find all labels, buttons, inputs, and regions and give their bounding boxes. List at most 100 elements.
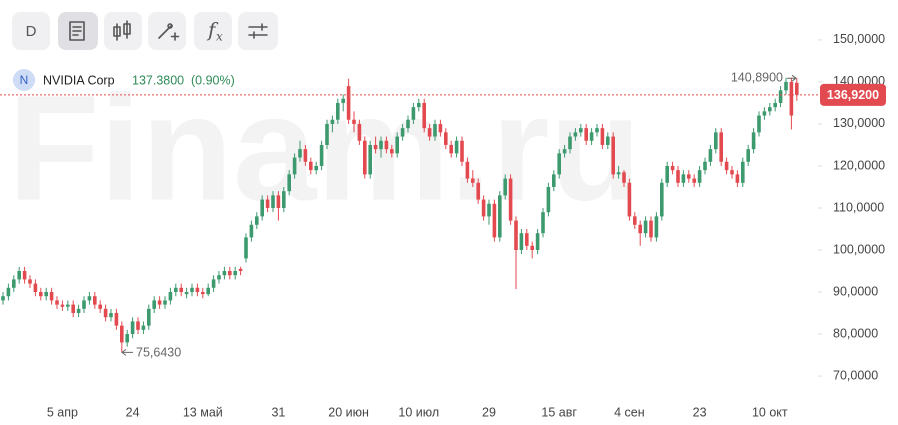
period-label: D (26, 23, 37, 40)
candle-body (152, 300, 156, 309)
candle-body (465, 161, 470, 179)
candle-body (22, 271, 27, 280)
candle-body (384, 140, 389, 150)
candle-body (503, 178, 507, 196)
instrument-name: NVIDIA Corp (43, 73, 115, 87)
last-price-label: 136,9200 (827, 88, 879, 102)
candle-body (211, 279, 216, 288)
candle-body (471, 178, 475, 183)
candles-icon (113, 20, 131, 41)
candle-body (346, 86, 351, 120)
candle-body (222, 271, 227, 276)
candle-body (595, 128, 599, 133)
chart-type-button[interactable] (104, 12, 142, 50)
legend: N NVIDIA Corp 137.3800 (0.90%) (13, 69, 235, 91)
candle-body (60, 304, 65, 307)
candle-body (795, 82, 799, 95)
candle-body (519, 233, 524, 250)
candle-body (525, 233, 529, 246)
candle-body (233, 271, 237, 276)
candle-body (784, 81, 788, 91)
candle-body (649, 220, 653, 238)
candle-body (330, 119, 335, 124)
candle-body (238, 268, 243, 272)
candle-body (541, 212, 545, 234)
candle-body (276, 195, 281, 208)
period-button[interactable] (12, 12, 50, 50)
candle-body (492, 203, 497, 238)
candle-body (314, 165, 318, 171)
candle-body (735, 174, 740, 183)
candle-body (568, 136, 572, 150)
candle-body (217, 275, 221, 280)
candle-body (373, 144, 378, 150)
candle-body (120, 325, 124, 343)
candle-body (76, 308, 81, 314)
candle-body (1, 296, 5, 301)
candle-body (352, 119, 356, 124)
x-tick-label: 24 (126, 405, 140, 419)
candle-body (778, 90, 783, 103)
x-tick-label: 20 июн (328, 405, 369, 419)
candle-body (697, 170, 702, 183)
y-tick-label: 80,0000 (833, 326, 878, 340)
x-tick-label: 13 май (183, 405, 223, 419)
candle-body (751, 132, 756, 150)
candle-body (746, 149, 750, 162)
candle-body (98, 304, 102, 309)
candle-body (44, 292, 48, 297)
x-tick-label: 29 (482, 405, 496, 419)
instrument-price: 137.3800 (132, 73, 184, 87)
candle-body (395, 136, 399, 154)
candle-body (55, 300, 59, 305)
candle-body (33, 283, 38, 293)
candle-body (638, 224, 642, 234)
candle-body (589, 132, 594, 141)
candle-body (141, 325, 146, 330)
candle-body (130, 321, 135, 335)
candle-body (476, 182, 480, 200)
candle-body (530, 245, 534, 250)
x-tick-label: 10 окт (752, 405, 788, 419)
candle-body (147, 308, 151, 326)
candle-body (157, 300, 162, 305)
candle-body (17, 271, 21, 280)
candle-body (287, 174, 291, 192)
candle-body (66, 304, 70, 307)
candle-body (514, 220, 518, 250)
settings-button[interactable] (238, 12, 278, 50)
y-tick-label: 130,0000 (833, 116, 885, 130)
instrument-icon (13, 69, 35, 91)
candle-body (87, 296, 92, 301)
candle-body (168, 292, 173, 301)
candle-body (654, 216, 659, 238)
x-tick-label: 23 (693, 405, 707, 419)
candle-body (573, 132, 578, 137)
candle-body (109, 313, 113, 318)
candle-body (357, 123, 362, 141)
candle-body (303, 149, 308, 162)
candle-body (762, 111, 767, 116)
low-arrow (121, 348, 133, 356)
candle-body (255, 216, 259, 225)
candle-body (319, 144, 324, 166)
candle-body (336, 102, 340, 120)
candle-body (724, 161, 729, 171)
last-price-box (820, 83, 886, 106)
candle-body (606, 136, 610, 145)
y-tick-label: 110,0000 (833, 200, 884, 214)
candle-body (341, 98, 345, 103)
candle-body (665, 165, 669, 183)
candle-body (535, 233, 540, 250)
candle-body (427, 128, 432, 137)
candle-body (681, 174, 686, 183)
candle-body (379, 140, 383, 150)
candle-body (411, 107, 416, 120)
candle-body (741, 161, 745, 183)
function-button[interactable] (194, 12, 232, 50)
candle-body (487, 203, 491, 217)
candle-body (454, 140, 459, 154)
candle-body (82, 300, 86, 309)
candle-body (422, 102, 426, 129)
